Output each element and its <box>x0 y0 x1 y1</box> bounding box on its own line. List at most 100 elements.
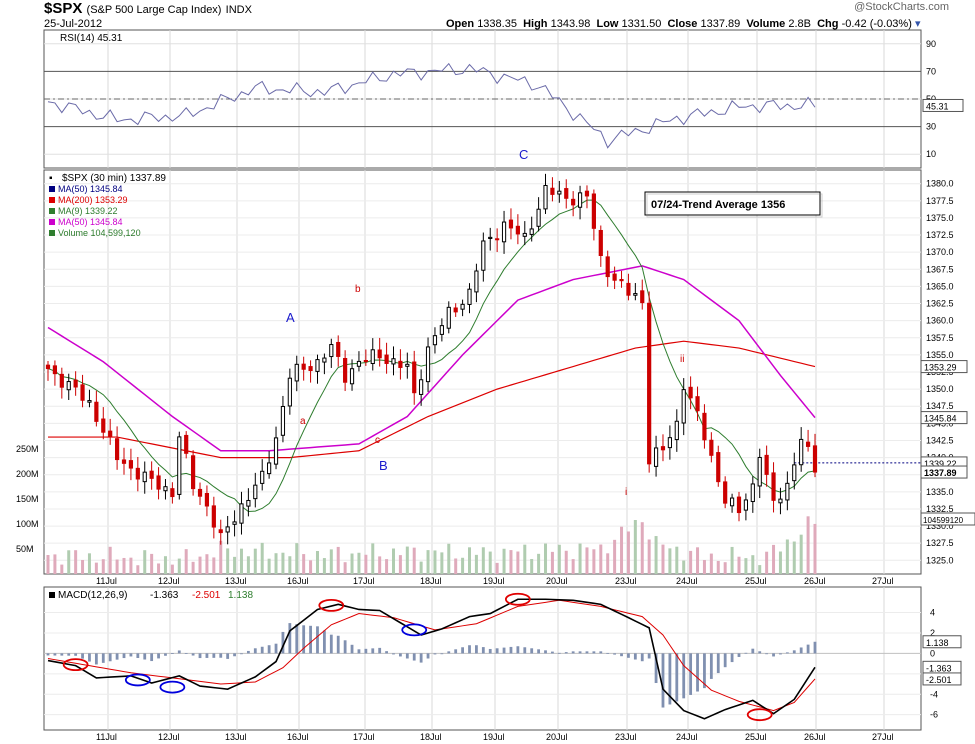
volume-bar <box>647 539 651 574</box>
subwave-label-c: c <box>375 435 380 446</box>
subwave-label-b: b <box>355 284 361 295</box>
macd-histogram-bar <box>419 653 423 663</box>
volume-bar <box>350 553 354 574</box>
dropdown-arrow-icon[interactable]: ▾ <box>914 18 921 30</box>
macd-highlight-circle <box>401 623 428 637</box>
candle-body <box>674 420 679 441</box>
price-tick-label: 1370.0 <box>926 247 954 257</box>
volume-bar <box>205 554 209 574</box>
macd-histogram-bar <box>509 646 513 654</box>
volume-bar <box>391 548 395 574</box>
candle-body <box>446 306 451 329</box>
macd-histogram-bar <box>115 653 119 660</box>
volume-bar <box>101 559 105 574</box>
x-tick-label-macd: 24Jul <box>676 732 698 742</box>
macd-histogram-bar <box>488 648 492 654</box>
candle-body <box>515 225 520 235</box>
candle-body <box>633 293 638 296</box>
ma50-legend: MA(50) 1345.84 <box>58 184 123 194</box>
price-tick-label: 1335.0 <box>926 487 954 497</box>
volume-bar <box>806 516 810 574</box>
candle-body <box>336 341 341 357</box>
volume-bar <box>599 544 603 574</box>
macd-tick-label: 4 <box>930 608 935 618</box>
x-tick-label-macd: 23Jul <box>615 732 637 742</box>
price-tick-label: 1375.0 <box>926 213 954 223</box>
wave-label-c: C <box>519 147 528 162</box>
candle-body <box>488 236 493 239</box>
volume-bar <box>226 548 230 574</box>
candle-body <box>757 456 762 487</box>
candle-body <box>349 368 355 385</box>
candle-body <box>52 365 58 375</box>
price-tick-label: 1325.0 <box>926 555 954 565</box>
candle-body <box>294 363 299 382</box>
volume-bar <box>516 551 520 574</box>
volume-bar <box>67 550 71 574</box>
volume-bar <box>219 540 223 574</box>
price-tick-label: 1360.0 <box>926 316 954 326</box>
x-tick-label-price: 23Jul <box>615 576 637 586</box>
macd-histogram-bar <box>288 623 292 654</box>
candle-body <box>564 188 569 199</box>
candle-body <box>432 335 438 346</box>
macd-tick-label: -4 <box>930 689 938 699</box>
candle-body <box>128 460 134 469</box>
macd-histogram-bar <box>357 649 361 654</box>
macd-histogram-bar <box>433 653 437 655</box>
macd-highlight-circle <box>318 598 345 612</box>
volume-bar <box>682 560 686 574</box>
rsi-legend: RSI(14) 45.31 <box>60 33 123 44</box>
macd-histogram-bar <box>668 653 672 705</box>
candle-body <box>647 302 652 465</box>
rsi-panel <box>47 62 816 149</box>
macd-highlight-circle <box>62 658 89 672</box>
price-right-label: 1345.84 <box>924 414 957 424</box>
x-tick-label-price: 24Jul <box>676 576 698 586</box>
macd-histogram-bar <box>502 647 506 654</box>
volume-bar <box>454 558 458 574</box>
candle-body <box>73 379 78 388</box>
macd-histogram-bar <box>537 649 541 654</box>
macd-frame <box>43 586 922 731</box>
macd-histogram-bar <box>633 653 637 660</box>
macd-histogram-bar <box>578 651 582 654</box>
moving-averages <box>47 199 921 513</box>
price-tick-label: 1357.5 <box>926 333 954 343</box>
x-tick-label-macd: 25Jul <box>745 732 767 742</box>
volume-bar <box>758 565 762 574</box>
candle-body <box>135 467 140 480</box>
macd-histogram-bar <box>350 644 354 654</box>
candle-body <box>384 354 389 364</box>
macd-histogram-bar <box>67 653 71 656</box>
volume-bar <box>129 557 133 574</box>
x-tick-label-price: 18Jul <box>420 576 442 586</box>
candle-body <box>66 381 71 391</box>
macd-histogram-bar <box>571 651 575 654</box>
volume-bar <box>585 547 589 574</box>
macd-histogram-bar <box>654 653 658 684</box>
macd-histogram-bar <box>205 653 209 658</box>
macd-histogram-bar <box>191 653 195 656</box>
chart-date: 25-Jul-2012 <box>44 18 103 30</box>
macd-right-box <box>922 672 962 686</box>
price-legend: $SPX (30 min) 1337.89 <box>62 173 166 184</box>
macd-histogram-bar <box>475 645 478 654</box>
candle-body <box>343 357 348 383</box>
candle-body <box>501 221 507 243</box>
volume-bar <box>60 564 64 574</box>
price-tick-label: 1365.0 <box>926 281 954 291</box>
price-tick-label: 1355.0 <box>926 350 954 360</box>
volume-bar <box>571 559 575 574</box>
candle-body <box>729 497 735 507</box>
volume-bar <box>108 546 112 574</box>
volume-bar <box>122 557 126 574</box>
candle-body <box>543 184 548 210</box>
candle-body <box>108 430 113 437</box>
volume-bar <box>343 562 347 574</box>
candle-body <box>695 396 700 412</box>
macd-histogram-bar <box>785 652 789 654</box>
price-tick-label: 1330.0 <box>926 521 954 531</box>
macd-histogram-bar <box>233 653 236 657</box>
macd-highlight-circle <box>124 673 151 687</box>
